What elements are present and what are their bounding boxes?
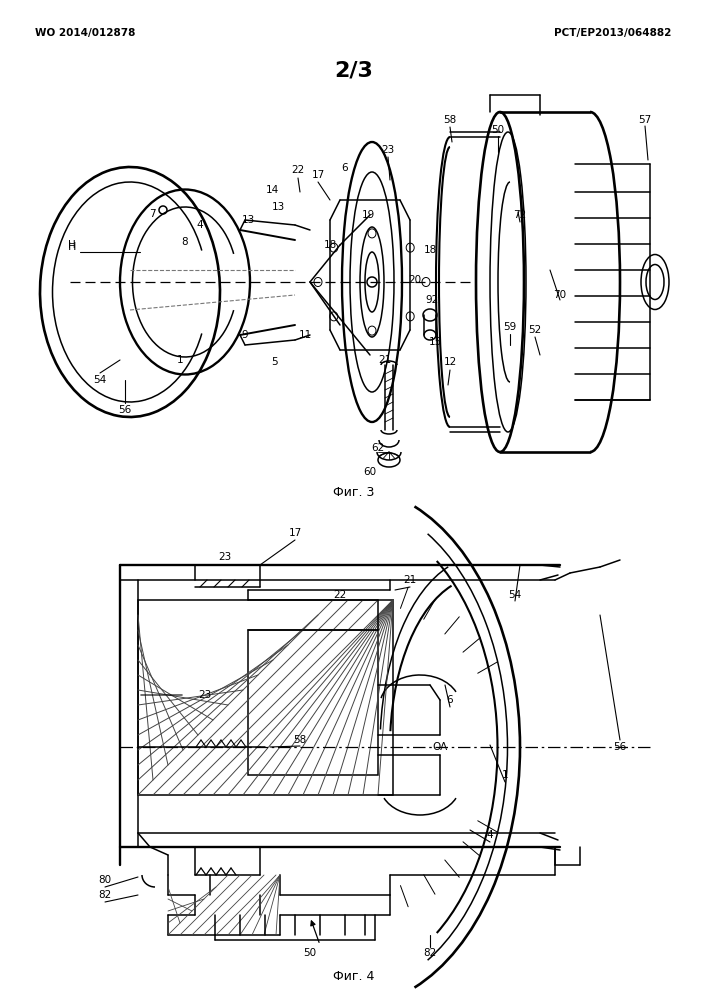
Text: 20: 20: [409, 275, 421, 285]
Text: Фиг. 4: Фиг. 4: [333, 970, 375, 984]
Text: 13: 13: [271, 202, 285, 212]
Text: H: H: [68, 240, 76, 250]
Text: 50: 50: [491, 125, 505, 135]
Text: 62: 62: [371, 443, 385, 453]
Text: Фиг. 3: Фиг. 3: [333, 486, 375, 498]
Text: 54: 54: [508, 590, 522, 600]
Text: 21: 21: [378, 355, 392, 365]
Text: 54: 54: [93, 375, 107, 385]
Text: 23: 23: [199, 690, 211, 700]
Text: 2/3: 2/3: [334, 60, 373, 80]
Text: 23: 23: [381, 145, 395, 155]
Text: 56: 56: [614, 742, 626, 752]
Text: 59: 59: [503, 322, 517, 332]
Text: OA: OA: [433, 742, 448, 752]
Text: 1: 1: [502, 770, 508, 780]
Text: 17: 17: [288, 528, 302, 538]
Text: WO 2014/012878: WO 2014/012878: [35, 28, 136, 38]
Text: 72: 72: [513, 210, 527, 220]
Text: 22: 22: [291, 165, 305, 175]
Text: 19: 19: [361, 210, 375, 220]
Text: 52: 52: [528, 325, 542, 335]
Text: 9: 9: [242, 330, 248, 340]
Text: 11: 11: [298, 330, 312, 340]
Text: 70: 70: [554, 290, 566, 300]
Text: 50: 50: [303, 948, 317, 958]
Text: 8: 8: [182, 237, 188, 247]
Text: 58: 58: [293, 735, 307, 745]
Polygon shape: [248, 630, 378, 775]
Text: 21: 21: [404, 575, 416, 585]
Text: 92: 92: [426, 295, 438, 305]
Text: 1: 1: [177, 355, 183, 365]
Text: 58: 58: [443, 115, 457, 125]
Text: H: H: [68, 242, 76, 252]
Text: 57: 57: [638, 115, 652, 125]
Text: 80: 80: [98, 875, 112, 885]
Text: 56: 56: [118, 405, 132, 415]
Text: 7: 7: [148, 209, 156, 219]
Text: 18: 18: [423, 245, 437, 255]
Polygon shape: [138, 600, 393, 795]
Text: 6: 6: [447, 695, 453, 705]
Text: 13: 13: [241, 215, 255, 225]
Text: 82: 82: [98, 890, 112, 900]
Text: 5: 5: [271, 357, 279, 367]
Text: 4: 4: [486, 830, 493, 840]
Text: 17: 17: [311, 170, 325, 180]
Text: 4: 4: [197, 220, 204, 230]
Text: 82: 82: [423, 948, 437, 958]
Text: 6: 6: [341, 163, 349, 173]
Text: 22: 22: [334, 590, 346, 600]
Text: 60: 60: [363, 467, 377, 477]
Text: 12: 12: [443, 357, 457, 367]
Text: 14: 14: [265, 185, 279, 195]
Text: 18: 18: [323, 240, 337, 250]
Text: 15: 15: [428, 337, 442, 347]
Text: 23: 23: [218, 552, 232, 562]
Text: PCT/EP2013/064882: PCT/EP2013/064882: [554, 28, 672, 38]
